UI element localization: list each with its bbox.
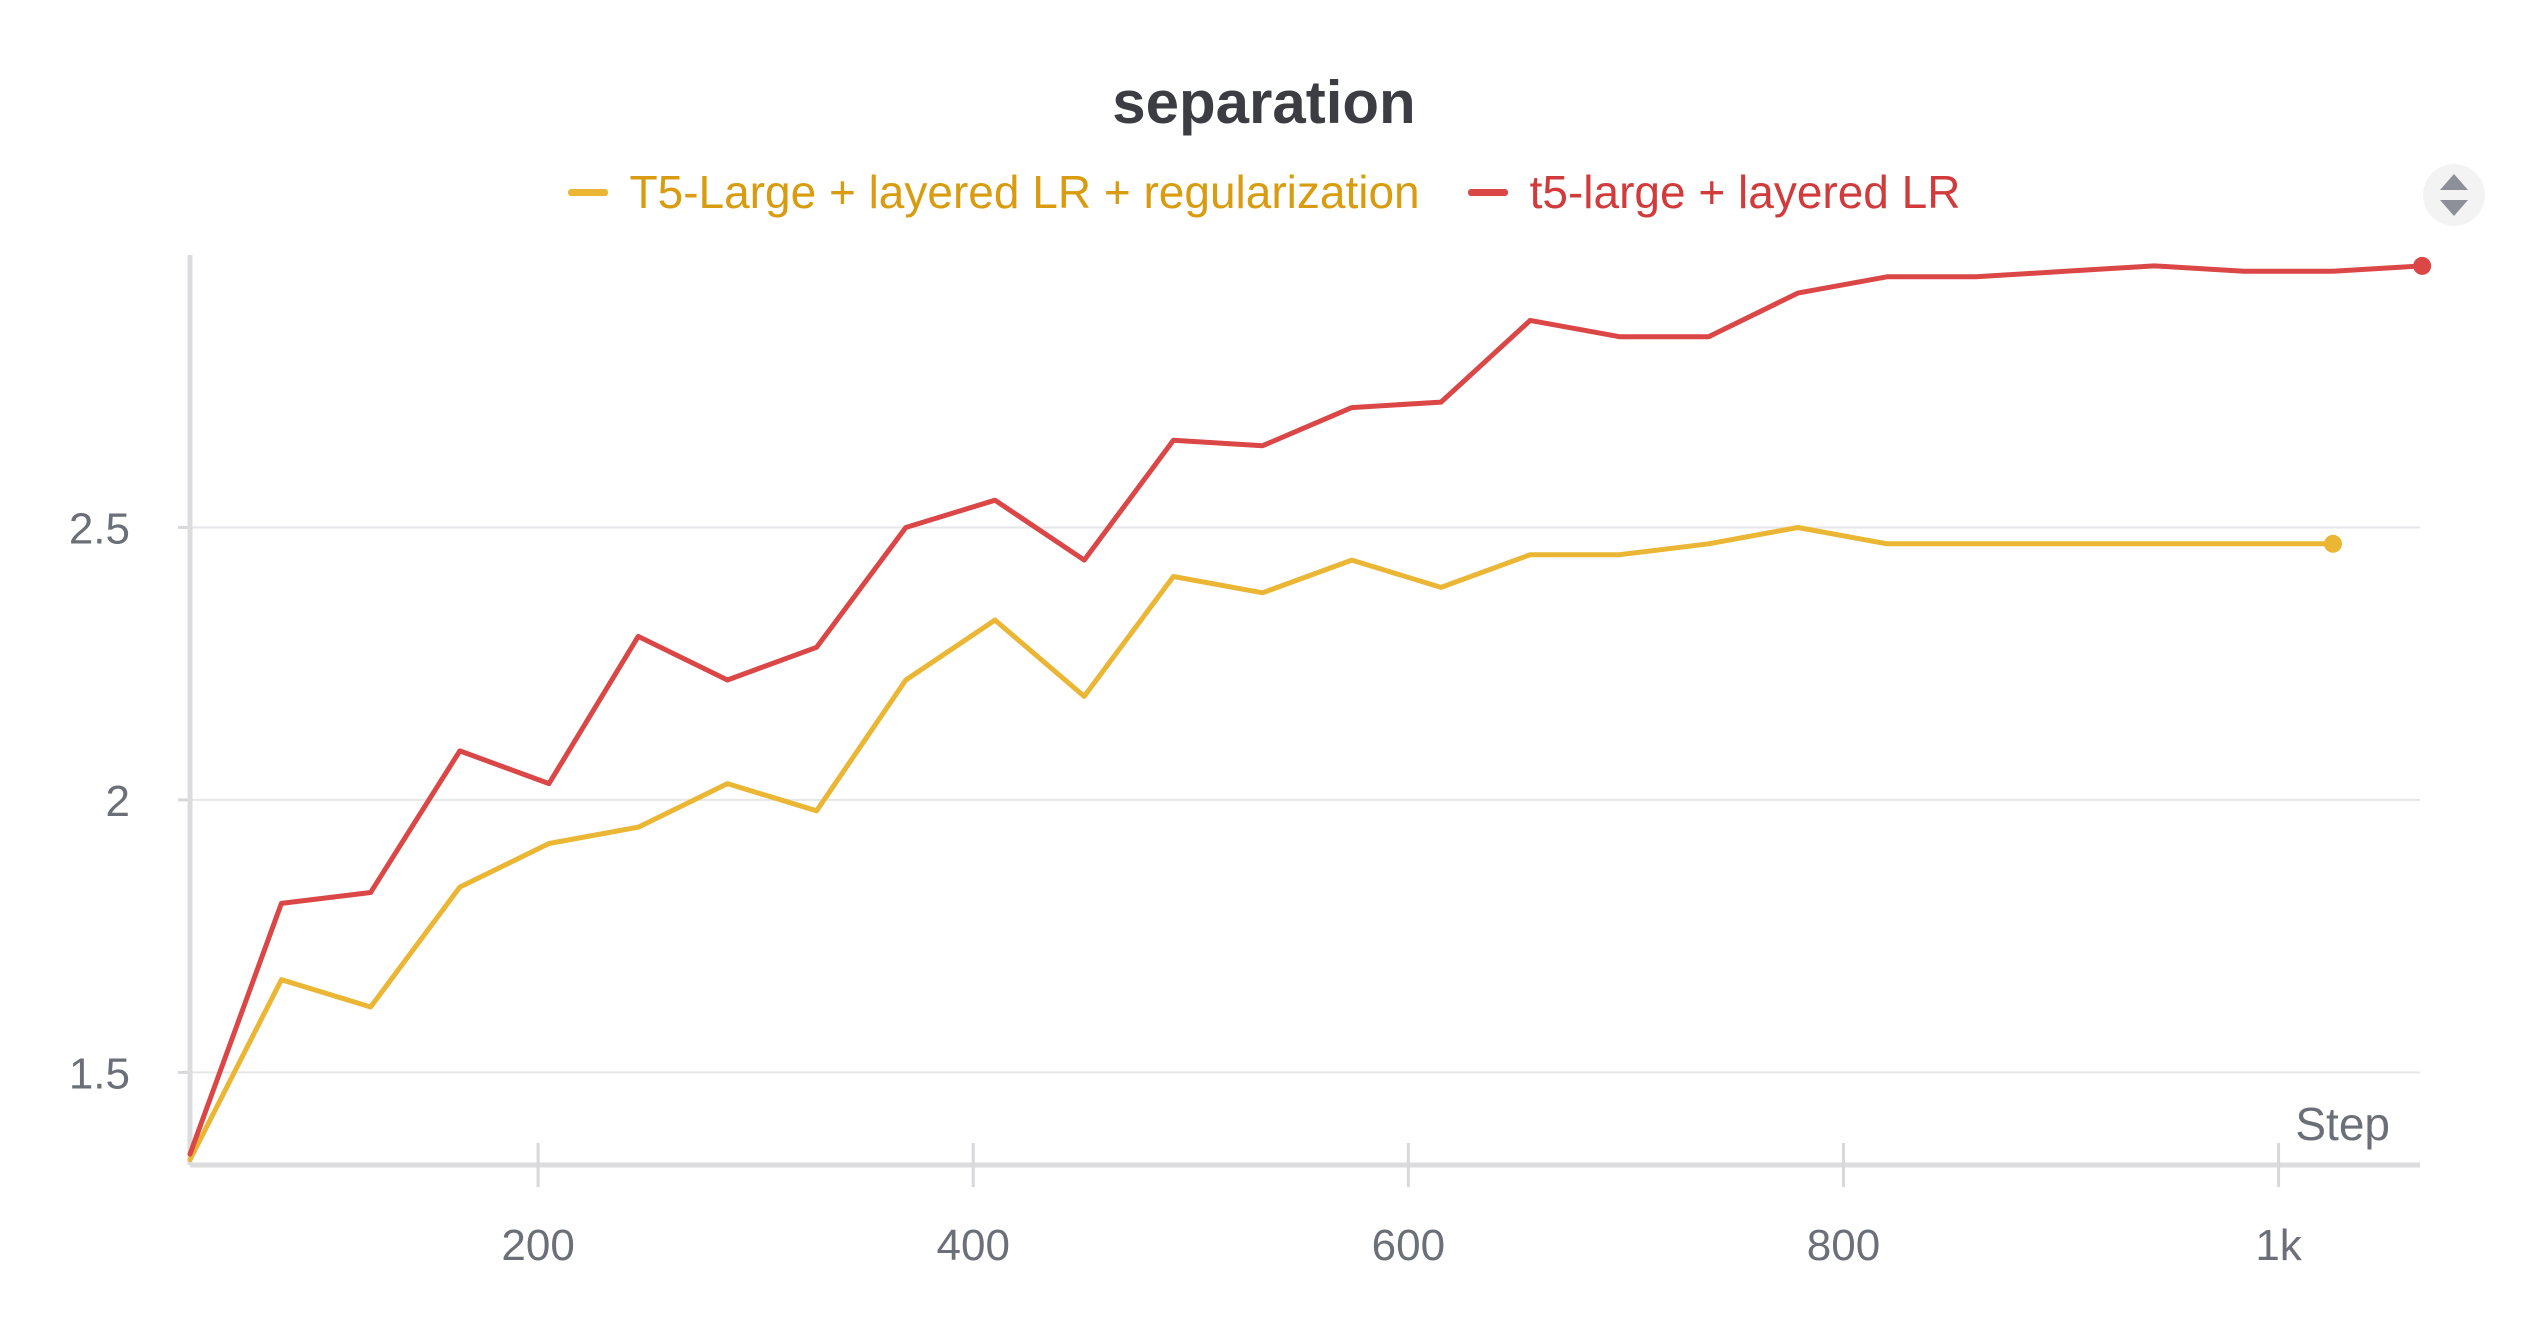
y-tick-label: 2.5 — [69, 504, 130, 553]
legend-label-series-1: T5-Large + layered LR + regularization — [629, 166, 1420, 218]
series-end-marker-2 — [2413, 256, 2432, 275]
y-tick-label: 2 — [106, 777, 130, 826]
legend-item-series-1[interactable]: T5-Large + layered LR + regularization — [567, 165, 1420, 219]
x-tick-label: 600 — [1372, 1221, 1445, 1270]
x-tick-label: 200 — [501, 1221, 574, 1270]
legend-label-series-2: t5-large + layered LR — [1529, 166, 1961, 218]
x-axis-label: Step — [2295, 1098, 2390, 1150]
x-tick-label: 800 — [1807, 1221, 1880, 1270]
series-line-2 — [187, 263, 2425, 1157]
x-tick-label: 400 — [937, 1221, 1010, 1270]
legend-swatch-series-2 — [1467, 188, 1508, 196]
chart-legend: T5-Large + layered LR + regularization t… — [0, 165, 2528, 219]
y-tick-label: 1.5 — [69, 1049, 130, 1098]
series-end-marker-1 — [2323, 534, 2342, 553]
legend-item-series-2[interactable]: t5-large + layered LR — [1467, 165, 1961, 219]
legend-scroll-icon[interactable] — [2422, 162, 2486, 228]
chart-title: separation — [1112, 69, 1416, 136]
series-line-1 — [187, 525, 2336, 1163]
legend-swatch-series-1 — [567, 188, 608, 196]
x-tick-label: 1k — [2255, 1221, 2302, 1270]
